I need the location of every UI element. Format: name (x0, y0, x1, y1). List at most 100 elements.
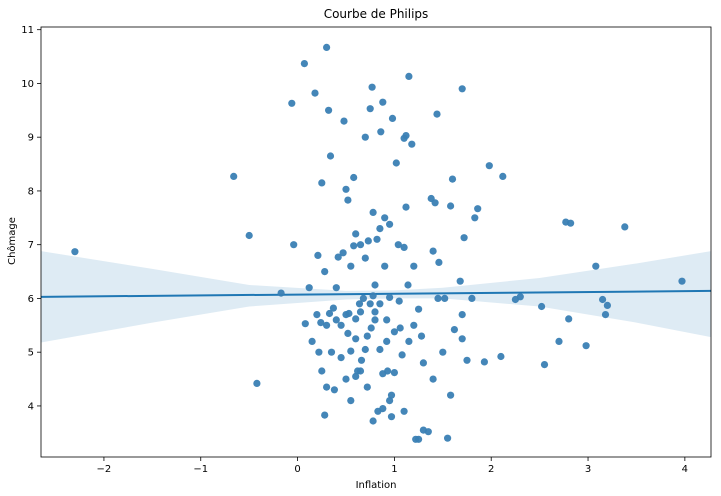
scatter-point (386, 397, 394, 405)
scatter-point (447, 391, 455, 399)
x-tick-label: 2 (488, 464, 494, 475)
scatter-point (364, 237, 372, 245)
scatter-point (499, 172, 507, 180)
scatter-point (371, 316, 379, 324)
scatter-point (369, 292, 377, 300)
scatter-point (337, 354, 345, 362)
scatter-point (369, 208, 377, 216)
scatter-point (245, 231, 253, 240)
scatter-point (325, 106, 333, 114)
scatter-point (339, 249, 347, 257)
y-tick-label: 4 (28, 401, 34, 412)
scatter-point (340, 117, 348, 125)
scatter-point (601, 311, 610, 319)
scatter-point (429, 375, 437, 383)
scatter-point (366, 300, 374, 308)
scatter-point (379, 98, 387, 106)
scatter-point (318, 367, 326, 375)
scatter-point (363, 332, 371, 340)
scatter-point (463, 356, 471, 364)
scatter-point (359, 294, 367, 302)
scatter-point (367, 324, 375, 332)
y-tick-label: 7 (28, 240, 34, 251)
scatter-point (314, 251, 322, 259)
scatter-point (332, 316, 340, 324)
scatter-point (329, 304, 337, 312)
scatter-point (392, 159, 400, 167)
scatter-point (344, 329, 352, 337)
scatter-point (444, 434, 452, 442)
scatter-point (350, 173, 358, 182)
scatter-point (447, 202, 455, 210)
x-tick-label: 3 (585, 464, 591, 475)
scatter-point (387, 413, 396, 421)
scatter-point (342, 185, 350, 193)
scatter-point (357, 356, 366, 364)
scatter-point (377, 128, 385, 136)
scatter-point (417, 332, 426, 340)
scatter-point (305, 284, 313, 292)
scatter-point (458, 85, 466, 93)
scatter-point (429, 247, 437, 255)
scatter-point (390, 328, 398, 336)
scatter-point (347, 262, 355, 270)
scatter-point (386, 220, 394, 228)
scatter-point (379, 370, 387, 378)
scatter-point (419, 426, 427, 434)
scatter-point (405, 72, 413, 80)
scatter-point (441, 294, 449, 302)
scatter-point (371, 281, 379, 289)
scatter-point (540, 361, 549, 369)
scatter-point (460, 234, 468, 242)
scatter-point (480, 358, 488, 366)
x-tick-label: 0 (294, 464, 300, 475)
scatter-point (318, 179, 326, 187)
scatter-point (621, 223, 629, 231)
scatter-point (361, 133, 369, 141)
y-tick-label: 5 (28, 348, 34, 359)
scatter-point (599, 295, 607, 304)
scatter-point (433, 110, 441, 118)
scatter-point (315, 348, 323, 356)
scatter-point (347, 347, 355, 355)
scatter-point (383, 337, 391, 345)
scatter-point (448, 175, 457, 183)
x-tick-label: −2 (97, 464, 112, 475)
scatter-point (350, 242, 358, 250)
scatter-point (592, 262, 600, 270)
scatter-point (678, 277, 686, 285)
scatter-point (366, 105, 374, 113)
scatter-point (330, 386, 338, 394)
scatter-point (288, 99, 296, 107)
scatter-point (404, 281, 412, 289)
scatter-point (497, 352, 505, 361)
scatter-point (355, 300, 364, 308)
scatter-point (361, 345, 369, 354)
scatter-point (308, 337, 316, 345)
scatter-point (71, 248, 79, 256)
plot-frame (40, 26, 712, 458)
scatter-point (603, 301, 612, 309)
scatter-point (439, 348, 447, 356)
scatter-point (352, 315, 360, 323)
scatter-point (356, 308, 365, 316)
scatter-point (485, 162, 493, 170)
scatter-point (381, 214, 389, 222)
scatter-point (323, 321, 331, 329)
scatter-point (352, 372, 360, 380)
scatter-point (400, 407, 408, 415)
scatter-point (361, 254, 369, 262)
scatter-point (458, 335, 466, 343)
y-tick-label: 9 (28, 133, 34, 144)
scatter-point (321, 411, 329, 419)
scatter-point (332, 284, 340, 292)
scatter-point (410, 262, 418, 270)
scatter-point (326, 152, 335, 160)
y-tick-label: 10 (21, 79, 34, 90)
scatter-point (402, 132, 410, 140)
scatter-point (352, 230, 360, 238)
scatter-point (379, 405, 387, 413)
scatter-point (356, 241, 365, 249)
